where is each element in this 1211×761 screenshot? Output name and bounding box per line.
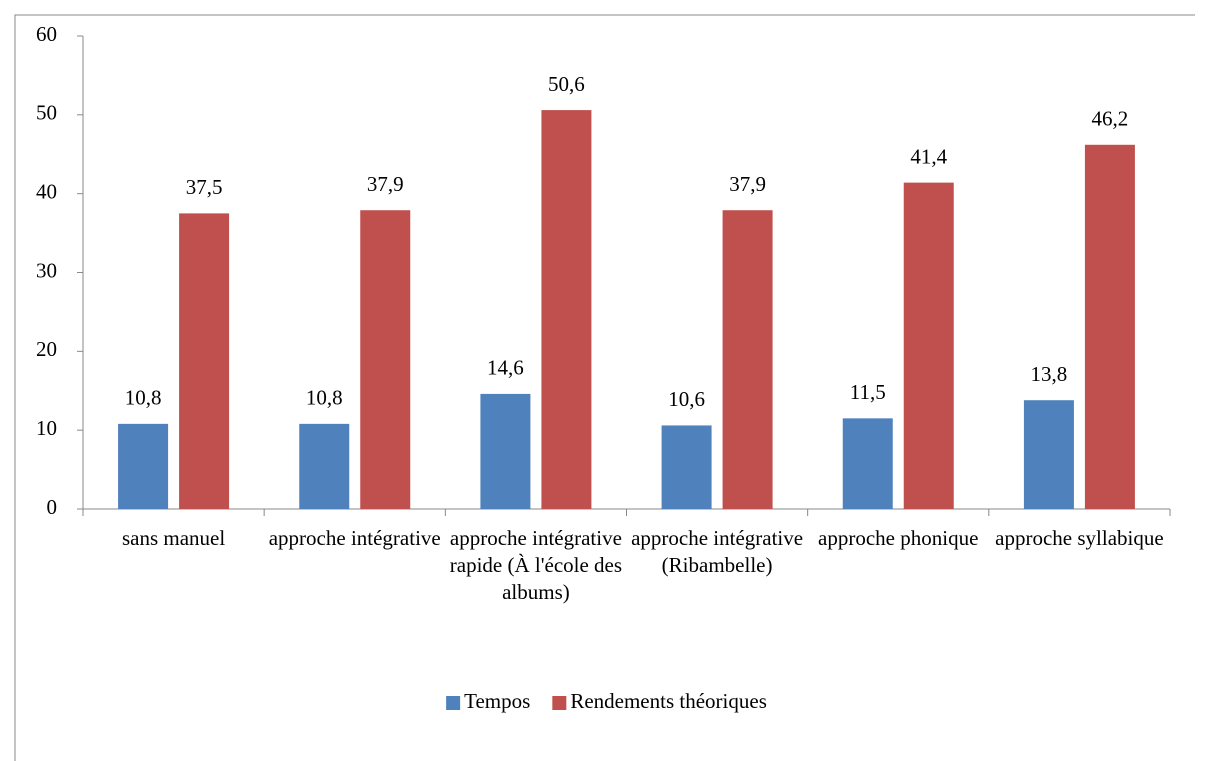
- value-label: 10,8: [125, 386, 162, 410]
- value-label: 37,5: [186, 175, 223, 199]
- x-tick-label: approche intégrative rapide (À l'école d…: [449, 526, 623, 604]
- value-label: 10,6: [668, 387, 705, 411]
- x-tick-label-box: approche intégrative: [268, 526, 441, 550]
- legend-label: Rendements théoriques: [570, 689, 767, 713]
- value-label: 46,2: [1092, 107, 1129, 131]
- bar: [722, 210, 773, 509]
- bar: [903, 182, 954, 509]
- y-tick-label: 40: [36, 179, 57, 203]
- frame: [14, 14, 1195, 761]
- x-tick-label-box: approche intégrative rapide (À l'école d…: [449, 526, 623, 604]
- legend-label: Tempos: [464, 689, 530, 713]
- x-tick-label: approche phonique: [818, 526, 979, 550]
- legend-item: Tempos: [446, 689, 530, 713]
- bar: [661, 425, 712, 509]
- bar: [299, 423, 350, 509]
- y-tick-label: 10: [36, 416, 57, 440]
- x-tick-label: approche intégrative: [268, 526, 441, 550]
- bar: [179, 213, 230, 509]
- value-label: 50,6: [548, 72, 585, 96]
- value-label: 14,6: [487, 356, 524, 380]
- legend-swatch: [446, 696, 461, 710]
- value-label: 13,8: [1031, 362, 1068, 386]
- x-tick-label: sans manuel: [121, 526, 226, 550]
- value-label: 37,9: [729, 172, 766, 196]
- bar: [842, 418, 893, 509]
- bar: [541, 110, 592, 509]
- bar: [360, 210, 411, 509]
- bar: [1023, 400, 1074, 509]
- value-label: 41,4: [910, 144, 947, 168]
- value-label: 10,8: [306, 386, 343, 410]
- x-tick-label-box: approche syllabique: [995, 526, 1164, 550]
- bar: [480, 393, 531, 509]
- bar: [118, 423, 169, 509]
- x-tick-label-box: approche intégrative (Ribambelle): [631, 526, 804, 577]
- x-tick-label-box: sans manuel: [121, 526, 226, 550]
- legend-item: Rendements théoriques: [552, 689, 767, 713]
- x-tick-label: approche syllabique: [995, 526, 1164, 550]
- y-tick-label: 20: [36, 337, 57, 361]
- y-tick-label: 30: [36, 258, 57, 282]
- value-label: 37,9: [367, 172, 404, 196]
- value-label: 11,5: [850, 380, 886, 404]
- x-tick-label-box: approche phonique: [818, 526, 979, 550]
- y-tick-label: 50: [36, 101, 57, 125]
- y-tick-label: 60: [36, 22, 57, 46]
- bar: [1084, 144, 1135, 510]
- y-tick-label: 0: [47, 495, 58, 519]
- legend-swatch: [552, 696, 567, 710]
- x-tick-label: approche intégrative (Ribambelle): [631, 526, 804, 577]
